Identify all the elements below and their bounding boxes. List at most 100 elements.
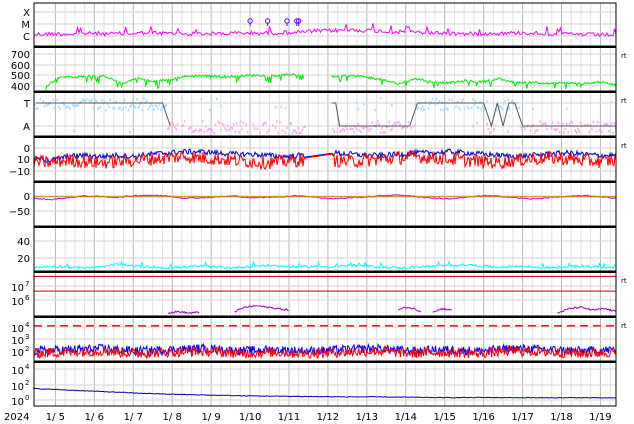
magnetic-sector-series-2-point bbox=[172, 123, 175, 126]
x-axis-day-label: 1/19 bbox=[589, 412, 611, 423]
magnetic-sector-series-1-point bbox=[496, 109, 498, 112]
panel-side-label: rt bbox=[621, 97, 627, 105]
magnetic-sector-series-2-point bbox=[197, 130, 200, 133]
magnetic-sector-series-1-point bbox=[136, 98, 138, 101]
panel-frame bbox=[33, 181, 617, 227]
solar-wind-speed-series-1-segment-2 bbox=[331, 74, 617, 90]
magnetic-sector-series-2-point bbox=[395, 123, 397, 127]
magnetic-sector-series-2-point bbox=[568, 123, 571, 126]
magnetic-sector-series-3-segment-2 bbox=[331, 102, 616, 128]
magnetic-sector-series-1-point bbox=[77, 104, 79, 107]
magnetic-sector-series-2-point bbox=[379, 131, 382, 134]
magnetic-sector-series-1-point bbox=[97, 107, 99, 110]
magnetic-sector-series-2-point bbox=[279, 121, 281, 124]
magnetic-sector-series-2-point bbox=[364, 125, 366, 129]
magnetic-sector-series-1-point bbox=[157, 107, 159, 110]
magnetic-sector-series-2-point bbox=[388, 120, 390, 124]
magnetic-sector-series-1-point bbox=[118, 107, 120, 110]
magnetic-sector-series-2-point bbox=[286, 126, 288, 130]
magnetic-sector-series-2-point bbox=[274, 126, 277, 129]
magnetic-sector-series-2-point bbox=[535, 129, 537, 133]
x-axis-day-label: 1/15 bbox=[433, 412, 455, 423]
panel-frame bbox=[33, 226, 617, 272]
magnetic-sector-series-1-point bbox=[52, 98, 54, 101]
magnetic-sector-series-1-point bbox=[39, 98, 42, 101]
panel-side-label: rt bbox=[621, 277, 627, 285]
magnetic-sector-series-2-point bbox=[339, 130, 341, 133]
magnetic-sector-series-1-point bbox=[486, 100, 488, 103]
magnetic-sector-series-1-point bbox=[473, 103, 476, 107]
magnetic-sector-series-1-point bbox=[482, 105, 484, 108]
magnetic-sector-series-2-point bbox=[192, 130, 194, 133]
magnetic-sector-series-2-point bbox=[399, 123, 401, 126]
magnetic-sector-series-1-point bbox=[85, 98, 88, 101]
x-axis-day-label: 1/17 bbox=[511, 412, 533, 423]
magnetic-sector-series-1-point bbox=[67, 105, 70, 108]
magnetic-sector-series-1-point bbox=[430, 101, 432, 104]
magnetic-sector-series-2-point bbox=[207, 128, 210, 131]
magnetic-sector-series-1-point bbox=[150, 102, 152, 106]
magnetic-sector-series-1-point bbox=[440, 108, 442, 112]
magnetic-sector-series-2-point bbox=[265, 121, 267, 125]
magnetic-sector-series-2-point bbox=[277, 131, 280, 135]
magnetic-sector-series-1-point bbox=[148, 105, 151, 108]
magnetic-sector-series-2-point bbox=[561, 122, 564, 126]
magnetic-sector-series-2-point bbox=[97, 124, 99, 128]
magnetic-sector-series-2-point bbox=[410, 126, 413, 130]
magnetic-sector-series-2-point bbox=[400, 127, 403, 130]
magnetic-sector-series-1-point bbox=[200, 98, 203, 101]
magnetic-sector-series-2-point bbox=[472, 124, 474, 128]
magnetic-sector-series-2-point bbox=[210, 131, 212, 134]
magnetic-sector-series-1-point bbox=[427, 107, 429, 110]
magnetic-sector-series-2-point bbox=[181, 124, 183, 128]
magnetic-sector-series-2-point bbox=[349, 127, 351, 131]
magnetic-sector-series-1-point bbox=[132, 100, 134, 103]
magnetic-sector-series-1-point bbox=[130, 103, 133, 107]
magnetic-sector-series-1-point bbox=[357, 107, 359, 111]
magnetic-sector-series-2-point bbox=[367, 127, 369, 130]
y-tick-label: 700 bbox=[11, 50, 30, 61]
magnetic-sector-series-1 bbox=[34, 97, 613, 112]
magnetic-sector-series-1-point bbox=[90, 100, 92, 103]
magnetic-sector-series-1-point bbox=[374, 108, 376, 112]
y-tick-label: 10 bbox=[11, 366, 24, 377]
magnetic-sector-series-1-point bbox=[518, 106, 520, 110]
magnetic-sector-series-1-point bbox=[461, 100, 463, 104]
magnetic-sector-series-2-point bbox=[188, 127, 190, 131]
magnetic-sector-series-1-point bbox=[508, 107, 511, 110]
magnetic-sector-series-2-point bbox=[263, 121, 266, 125]
magnetic-sector-series-1-point bbox=[160, 108, 162, 112]
frame-layer bbox=[33, 2, 617, 407]
magnetic-sector-series-2-point bbox=[368, 129, 371, 132]
magnetic-sector-series-2-point bbox=[168, 126, 170, 130]
y-tick-exponent: 4 bbox=[25, 321, 30, 329]
magnetic-sector-series-1-point bbox=[63, 103, 65, 106]
magnetic-sector-series-2-point bbox=[354, 125, 357, 129]
magnetic-sector-series-1-point bbox=[444, 100, 446, 104]
magnetic-sector-series-2-point bbox=[267, 129, 270, 132]
magnetic-sector-series-1-point bbox=[120, 108, 123, 112]
magnetic-sector-series-1-point bbox=[458, 106, 460, 110]
magnetic-sector-series-2-point bbox=[575, 131, 578, 134]
electron-flux-series-1-segment-4 bbox=[432, 307, 453, 313]
magnetic-sector-series-1-point bbox=[566, 107, 568, 110]
magnetic-sector-series-2-point bbox=[381, 127, 383, 130]
x-axis-day-label: 1/ 6 bbox=[85, 412, 104, 423]
magnetic-sector-series-2-point bbox=[353, 131, 355, 134]
magnetic-sector-series-2-point bbox=[588, 130, 590, 134]
magnetic-sector-series-2-point bbox=[235, 122, 238, 125]
magnetic-sector-series-1-point bbox=[498, 105, 501, 108]
magnetic-sector-series-1-point bbox=[155, 104, 158, 108]
magnetic-sector-series-1-point bbox=[64, 106, 67, 109]
magnetic-sector-series-1-point bbox=[48, 102, 50, 106]
magnetic-sector-series-1-point bbox=[434, 103, 436, 107]
magnetic-sector-series-2-point bbox=[291, 131, 294, 135]
magnetic-sector-series-2-point bbox=[603, 122, 606, 126]
x-axis-year-label: 2024 bbox=[4, 412, 29, 423]
magnetic-sector-series-2-point bbox=[266, 131, 268, 134]
magnetic-sector-series-2-point bbox=[231, 126, 233, 130]
magnetic-sector-series-2-point bbox=[578, 130, 581, 133]
magnetic-sector-series-1-point bbox=[133, 105, 135, 108]
magnetic-sector-series-1-point bbox=[73, 104, 75, 108]
magnetic-sector-series-2-point bbox=[522, 125, 525, 128]
